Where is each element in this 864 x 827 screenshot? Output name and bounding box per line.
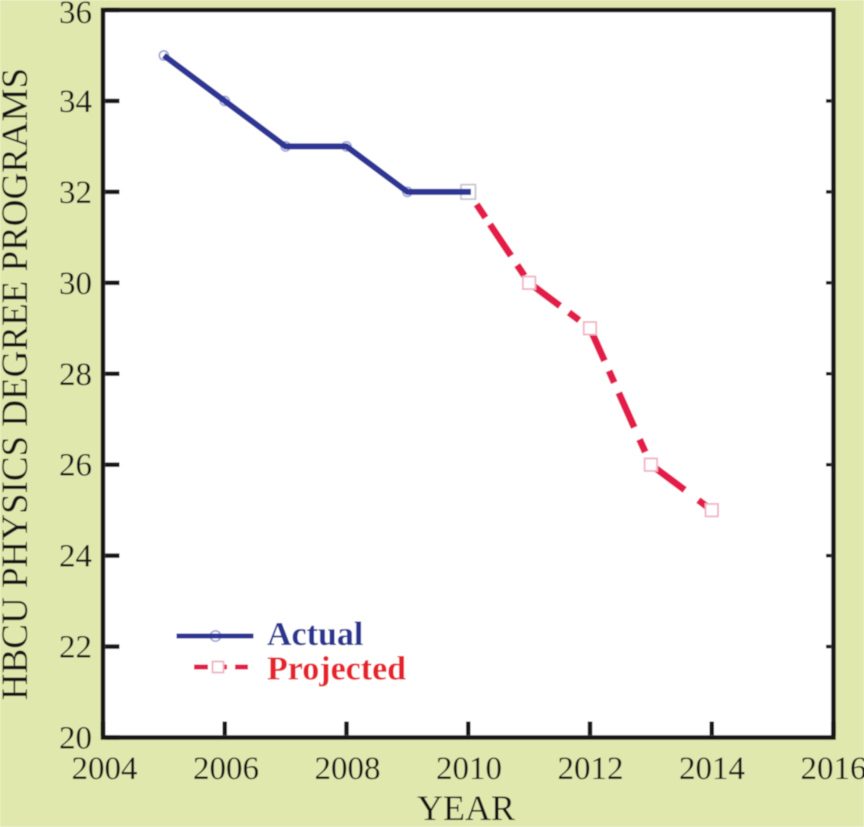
- svg-text:2012: 2012: [558, 751, 624, 787]
- svg-text:30: 30: [59, 266, 92, 302]
- svg-text:2010: 2010: [436, 751, 502, 787]
- svg-text:2008: 2008: [315, 751, 381, 787]
- svg-text:2014: 2014: [679, 751, 745, 787]
- svg-text:26: 26: [59, 448, 92, 484]
- svg-text:HBCU PHYSICS DEGREE PROGRAMS: HBCU PHYSICS DEGREE PROGRAMS: [0, 68, 36, 700]
- svg-text:22: 22: [59, 630, 92, 666]
- svg-text:2004: 2004: [72, 751, 138, 787]
- svg-text:YEAR: YEAR: [417, 788, 515, 827]
- svg-text:2016: 2016: [801, 751, 864, 787]
- svg-text:28: 28: [59, 357, 92, 393]
- svg-text:2006: 2006: [193, 751, 259, 787]
- svg-text:34: 34: [59, 84, 92, 120]
- svg-text:36: 36: [59, 0, 92, 31]
- svg-text:Actual: Actual: [267, 616, 363, 653]
- svg-text:32: 32: [59, 175, 92, 211]
- svg-text:20: 20: [59, 721, 92, 757]
- svg-text:24: 24: [59, 539, 92, 575]
- svg-text:Projected: Projected: [267, 651, 406, 688]
